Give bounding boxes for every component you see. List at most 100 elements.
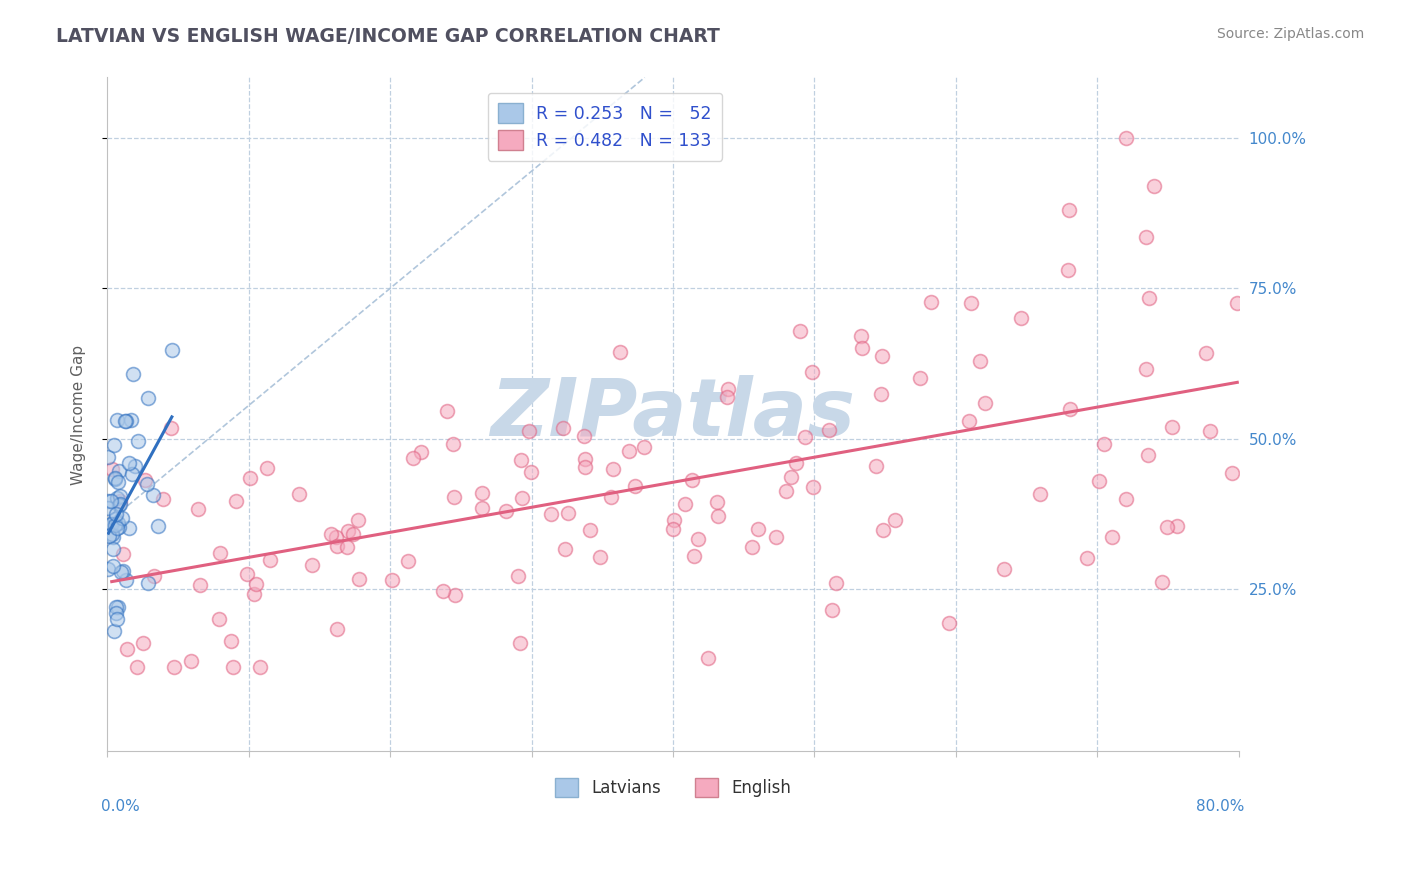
Point [1057, 262, 1080, 277]
Point [107, 516, 129, 530]
Point [143, 568, 166, 582]
Point [100, 493, 122, 508]
Point [443, 490, 465, 504]
Point [136, 392, 159, 406]
Point [512, 491, 534, 506]
Point [409, 445, 432, 459]
Point [319, 527, 342, 541]
Point [432, 583, 454, 598]
Point [821, 603, 844, 617]
Point [1076, 551, 1098, 566]
Point [136, 575, 159, 590]
Point [336, 524, 359, 538]
Point [1059, 402, 1081, 417]
Point [993, 561, 1015, 575]
Point [121, 467, 143, 481]
Legend: Latvians, English: Latvians, English [548, 772, 797, 804]
Point [789, 325, 811, 339]
Point [551, 421, 574, 435]
Point [1057, 202, 1080, 217]
Point [105, 521, 128, 535]
Point [938, 615, 960, 630]
Point [1143, 178, 1166, 193]
Point [107, 464, 129, 478]
Point [609, 345, 631, 359]
Y-axis label: Wage/Income Gap: Wage/Income Gap [72, 344, 86, 484]
Point [495, 503, 517, 517]
Point [765, 530, 787, 544]
Point [105, 491, 128, 505]
Point [259, 553, 281, 567]
Point [683, 549, 706, 563]
Point [163, 660, 186, 674]
Point [1220, 466, 1243, 480]
Point [188, 578, 211, 592]
Point [136, 477, 159, 491]
Point [681, 473, 703, 487]
Point [747, 522, 769, 536]
Point [884, 513, 907, 527]
Point [775, 484, 797, 499]
Point [245, 577, 267, 591]
Point [706, 495, 728, 509]
Point [402, 451, 425, 466]
Point [180, 654, 202, 668]
Point [101, 517, 124, 532]
Point [673, 497, 696, 511]
Point [127, 434, 149, 449]
Point [347, 513, 370, 527]
Point [1199, 424, 1222, 438]
Point [97, 562, 120, 576]
Point [117, 456, 139, 470]
Point [114, 414, 136, 428]
Point [105, 507, 128, 521]
Point [101, 530, 124, 544]
Point [101, 541, 124, 556]
Point [574, 452, 596, 467]
Point [1135, 362, 1157, 376]
Point [441, 437, 464, 451]
Text: Source: ZipAtlas.com: Source: ZipAtlas.com [1216, 27, 1364, 41]
Point [851, 329, 873, 343]
Point [910, 371, 932, 385]
Point [125, 660, 148, 674]
Point [243, 587, 266, 601]
Point [105, 612, 128, 626]
Point [600, 490, 623, 504]
Point [207, 611, 229, 625]
Text: LATVIAN VS ENGLISH WAGE/INCOME GAP CORRELATION CHART: LATVIAN VS ENGLISH WAGE/INCOME GAP CORRE… [56, 27, 720, 45]
Point [801, 480, 824, 494]
Point [100, 516, 122, 531]
Point [716, 390, 738, 404]
Point [134, 473, 156, 487]
Point [103, 624, 125, 639]
Point [520, 465, 543, 479]
Point [342, 526, 364, 541]
Point [920, 295, 942, 310]
Point [336, 541, 359, 555]
Point [554, 541, 576, 556]
Point [662, 513, 685, 527]
Point [107, 475, 129, 489]
Point [851, 341, 873, 355]
Point [471, 486, 494, 500]
Point [108, 489, 131, 503]
Point [110, 511, 132, 525]
Point [1156, 519, 1178, 533]
Point [225, 494, 247, 508]
Point [557, 506, 579, 520]
Point [624, 479, 647, 493]
Text: ZIPatlas: ZIPatlas [491, 376, 855, 453]
Point [104, 600, 127, 615]
Point [686, 533, 709, 547]
Point [574, 459, 596, 474]
Point [824, 575, 846, 590]
Point [572, 429, 595, 443]
Point [108, 494, 131, 508]
Point [118, 521, 141, 535]
Point [100, 527, 122, 541]
Point [436, 403, 458, 417]
Point [105, 413, 128, 427]
Point [396, 554, 419, 568]
Point [1101, 530, 1123, 544]
